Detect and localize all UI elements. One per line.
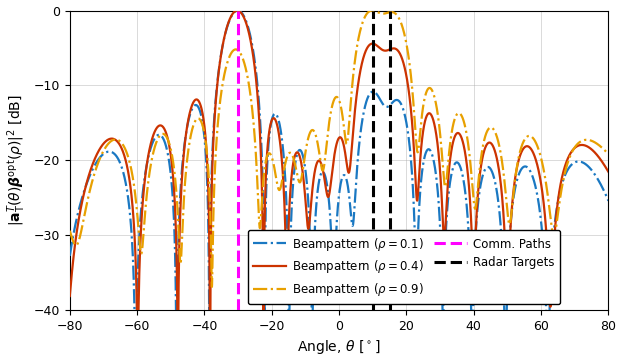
Beampattern ($\rho = 0.9$) — [562, 169, 569, 173]
Beampattern ($\rho = 0.1$) — [297, 148, 304, 153]
Beampattern ($\rho = 0.1$) — [605, 199, 612, 203]
Beampattern ($\rho = 0.1$) — [292, 155, 300, 159]
Beampattern ($\rho = 0.1$) — [588, 169, 596, 173]
Beampattern ($\rho = 0.1$) — [66, 254, 73, 258]
Beampattern ($\rho = 0.9$) — [588, 139, 596, 143]
Beampattern ($\rho = 0.9$) — [297, 179, 304, 184]
Beampattern ($\rho = 0.4$) — [322, 187, 330, 191]
Beampattern ($\rho = 0.1$) — [458, 168, 465, 172]
Line: Beampattern ($\rho = 0.9$): Beampattern ($\rho = 0.9$) — [70, 10, 608, 287]
Beampattern ($\rho = 0.4$) — [605, 170, 612, 174]
X-axis label: Angle, $\theta$ [$^\circ$]: Angle, $\theta$ [$^\circ$] — [297, 338, 381, 357]
Beampattern ($\rho = 0.9$) — [208, 285, 216, 289]
Beampattern ($\rho = 0.4$) — [292, 151, 300, 155]
Beampattern ($\rho = 0.4$) — [562, 163, 569, 167]
Beampattern ($\rho = 0.9$) — [605, 152, 612, 156]
Beampattern ($\rho = 0.9$) — [458, 113, 465, 118]
Beampattern ($\rho = 0.9$) — [292, 168, 300, 172]
Beampattern ($\rho = 0.4$) — [66, 294, 73, 298]
Beampattern ($\rho = 0.4$) — [588, 148, 596, 152]
Legend: Beampattern ($\rho = 0.1$), Beampattern ($\rho = 0.4$), Beampattern ($\rho = 0.9: Beampattern ($\rho = 0.1$), Beampattern … — [248, 230, 560, 304]
Beampattern ($\rho = 0.4$) — [297, 158, 304, 162]
Line: Beampattern ($\rho = 0.4$): Beampattern ($\rho = 0.4$) — [70, 10, 608, 362]
Beampattern ($\rho = 0.9$) — [322, 149, 330, 153]
Radar Targets — [369, 8, 376, 13]
Comm. Paths — [234, 8, 242, 13]
Radar Targets — [369, 1, 376, 5]
Beampattern ($\rho = 0.4$) — [458, 135, 465, 139]
Beampattern ($\rho = 0.1$) — [234, 8, 241, 13]
Beampattern ($\rho = 0.9$) — [368, 8, 376, 13]
Beampattern ($\rho = 0.1$) — [562, 172, 569, 177]
Beampattern ($\rho = 0.1$) — [322, 177, 330, 181]
Comm. Paths — [234, 1, 242, 5]
Y-axis label: $|\mathbf{a}_{\mathrm{T}}^T(\theta)\boldsymbol{\beta}^{\mathrm{opt}}(\rho)|^2$ [: $|\mathbf{a}_{\mathrm{T}}^T(\theta)\bold… — [6, 94, 28, 226]
Line: Beampattern ($\rho = 0.1$): Beampattern ($\rho = 0.1$) — [70, 10, 608, 362]
Beampattern ($\rho = 0.4$) — [233, 8, 241, 13]
Beampattern ($\rho = 0.9$) — [66, 228, 73, 233]
